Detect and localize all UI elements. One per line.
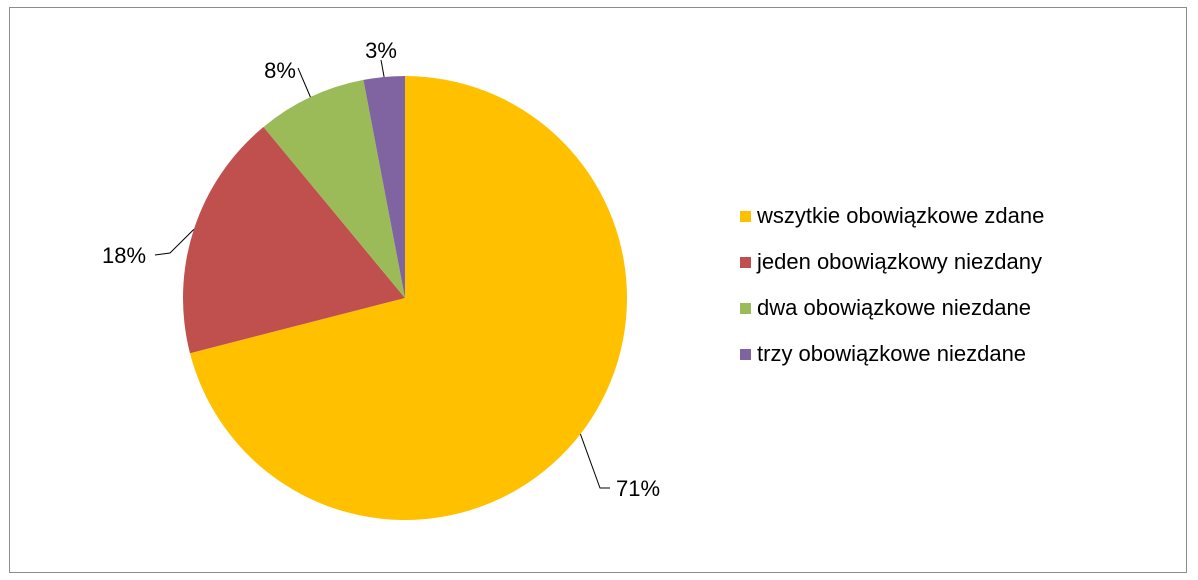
pie-slice [189,76,627,520]
legend-item: jeden obowiązkowy niezdany [740,244,1044,280]
legend: wszytkie obowiązkowe zdane jeden obowiąz… [740,198,1044,382]
leader-lines [154,59,610,489]
pie-slice [263,79,405,299]
data-labels: 71% 18% 8% 3% [102,38,660,501]
pie-slice [183,126,405,354]
legend-item: dwa obowiązkowe niezdane [740,290,1044,326]
legend-label: jeden obowiązkowy niezdany [757,249,1042,274]
leader-line [579,433,610,489]
legend-swatch [740,256,751,268]
data-label: 18% [102,243,146,268]
legend-label: dwa obowiązkowe niezdane [757,295,1031,320]
legend-swatch [740,348,751,360]
pie-slice [363,76,405,298]
data-label: 71% [616,476,660,501]
leader-line [380,59,385,78]
pie-slices [183,76,627,520]
legend-label: wszytkie obowiązkowe zdane [757,203,1045,228]
legend-item: wszytkie obowiązkowe zdane [740,198,1044,234]
data-label: 3% [365,38,397,63]
leader-line [154,229,195,256]
legend-swatch [740,210,751,222]
leader-line [297,67,311,98]
legend-swatch [740,302,751,314]
legend-label: trzy obowiązkowe niezdane [757,341,1027,366]
legend-item: trzy obowiązkowe niezdane [740,336,1044,372]
data-label: 8% [264,58,296,83]
